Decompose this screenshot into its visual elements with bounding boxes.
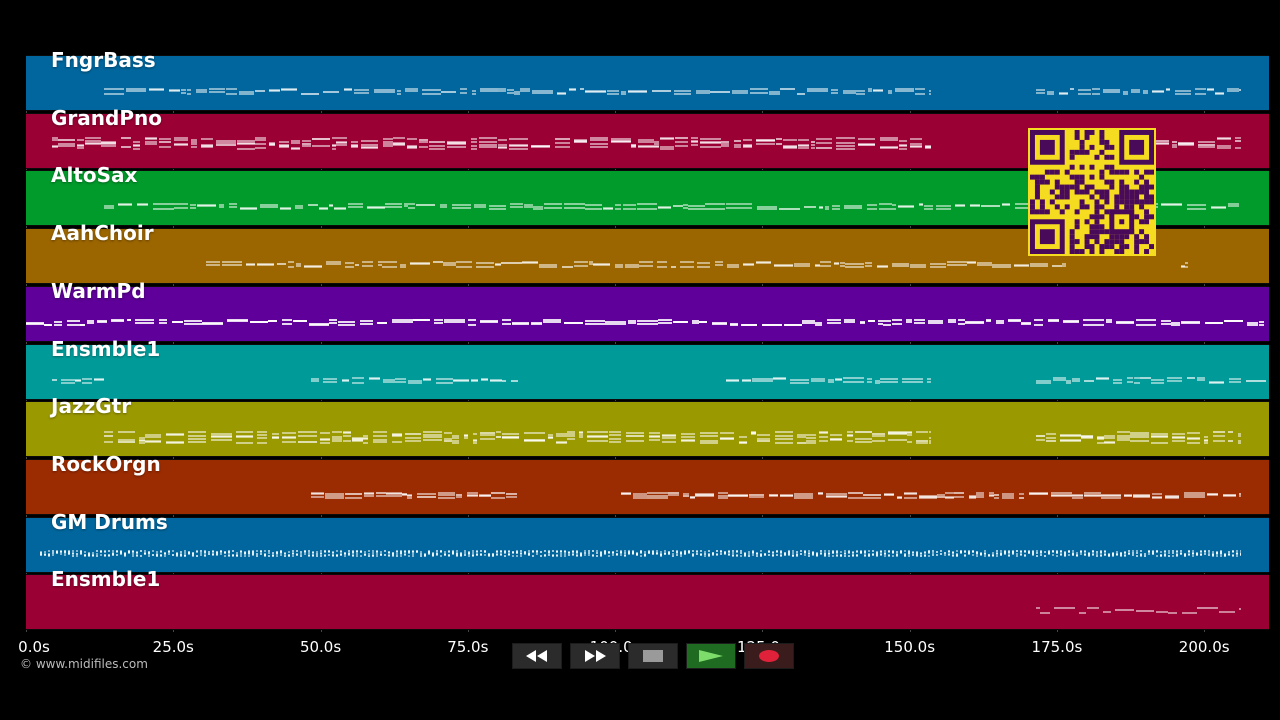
track-notes xyxy=(1036,607,1241,614)
track-row[interactable]: Ensmble1 xyxy=(26,567,1269,631)
rewind-button[interactable] xyxy=(512,643,562,669)
track-name: AahChoir xyxy=(51,221,154,246)
track-name: GM Drums xyxy=(51,509,168,534)
track-row[interactable]: Ensmble1 xyxy=(26,337,1269,400)
rewind-icon xyxy=(526,650,547,662)
track-notes xyxy=(40,549,1241,557)
transport-controls xyxy=(512,643,794,669)
track-name: WarmPd xyxy=(51,278,146,303)
track-name: RockOrgn xyxy=(51,451,161,476)
fast-forward-button[interactable] xyxy=(570,643,620,669)
record-icon xyxy=(759,650,779,662)
track-row[interactable]: JazzGtr xyxy=(26,394,1269,458)
play-icon xyxy=(699,650,723,662)
timeline-tick-label: 200.0s xyxy=(1178,638,1230,656)
track-notes xyxy=(52,137,1241,150)
track-row[interactable]: RockOrgn xyxy=(26,452,1269,515)
track-row[interactable]: WarmPd xyxy=(26,279,1269,342)
track-name: Ensmble1 xyxy=(51,567,161,592)
track-row[interactable]: FngrBass xyxy=(26,48,1269,111)
copyright-text: © www.midifiles.com xyxy=(20,657,148,671)
fast-forward-icon xyxy=(585,650,606,662)
timeline-tick-label: 25.0s xyxy=(152,638,194,656)
timeline-tick-label: 175.0s xyxy=(1031,638,1083,656)
track-notes xyxy=(104,203,1239,210)
track-name: JazzGtr xyxy=(51,394,132,419)
track-notes xyxy=(104,88,1241,95)
track-name: FngrBass xyxy=(51,48,156,72)
track-notes xyxy=(311,492,1241,499)
stop-button[interactable] xyxy=(628,643,678,669)
track-notes xyxy=(52,376,1266,384)
track-notes xyxy=(206,261,1188,268)
track-name: Ensmble1 xyxy=(51,336,161,361)
play-button[interactable] xyxy=(686,643,736,669)
track-row[interactable]: GM Drums xyxy=(26,510,1269,573)
track-notes xyxy=(104,431,1241,444)
qr-code-image xyxy=(1030,130,1154,254)
timeline-tick-label: 150.0s xyxy=(884,638,936,656)
timeline-tick-label: 75.0s xyxy=(447,638,489,656)
record-button[interactable] xyxy=(744,643,794,669)
timeline-tick-label: 50.0s xyxy=(299,638,342,656)
track-name: GrandPno xyxy=(51,105,162,130)
track-name: AltoSax xyxy=(51,163,138,188)
stop-icon xyxy=(643,650,663,662)
track-notes xyxy=(26,318,1264,326)
qr-code[interactable] xyxy=(1028,128,1156,256)
timeline-tick-label: 0.0s xyxy=(18,638,50,656)
